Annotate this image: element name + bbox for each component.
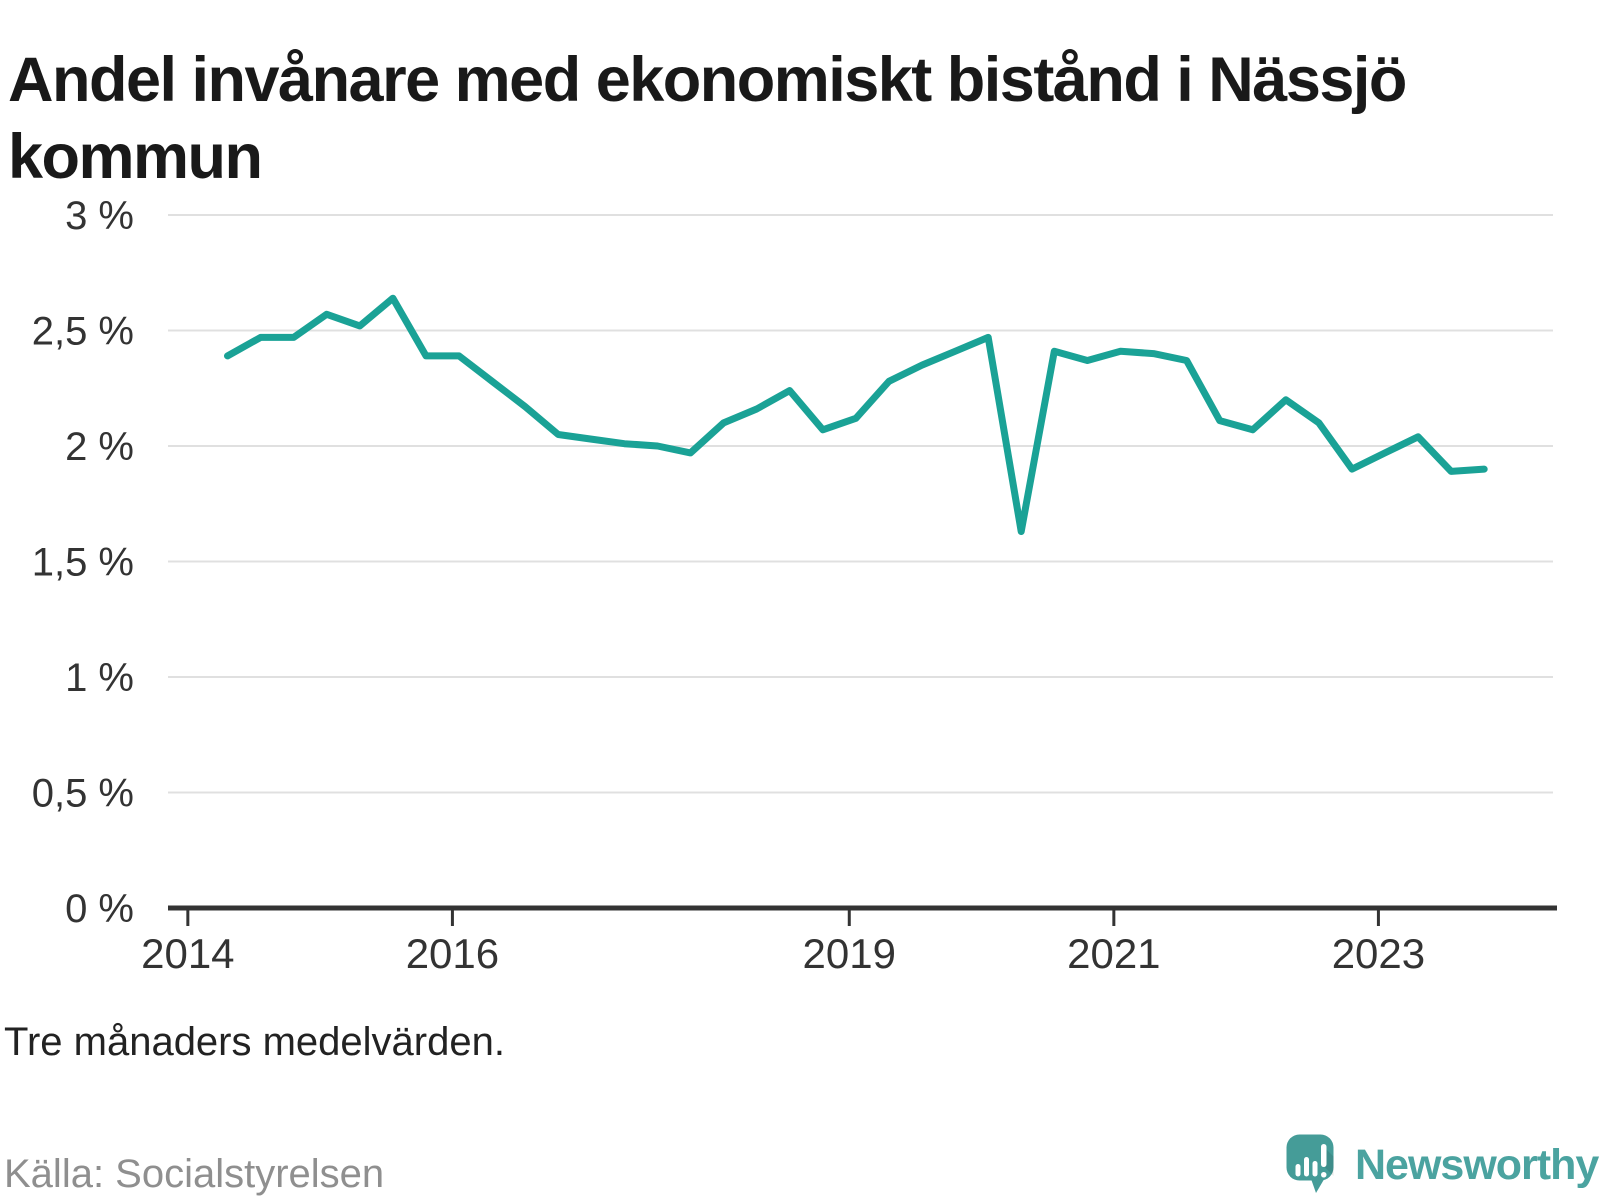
x-tick-label: 2023 xyxy=(1332,930,1425,977)
newsworthy-logo-icon xyxy=(1286,1134,1334,1193)
y-tick-label: 0 % xyxy=(65,887,134,931)
footnote: Tre månaders medelvärden. xyxy=(4,1020,505,1064)
y-tick-label: 2 % xyxy=(65,425,134,469)
x-axis xyxy=(168,905,1557,926)
chart-title: Andel invånare med ekonomiskt bistånd i … xyxy=(8,45,1407,193)
data-line xyxy=(224,294,1488,535)
newsworthy-brand: Newsworthy xyxy=(1286,1134,1599,1196)
y-tick-label: 1 % xyxy=(65,656,134,700)
y-axis-labels: 0 % 0,5 % 1 % 1,5 % 2 % 2,5 % 3 % xyxy=(32,194,134,931)
line-chart: 0 % 0,5 % 1 % 1,5 % 2 % 2,5 % 3 % 2014 2016 2019… xyxy=(32,194,1557,977)
x-tick-label: 2019 xyxy=(803,930,896,977)
x-tick-label: 2016 xyxy=(406,930,499,977)
y-tick-label: 0,5 % xyxy=(32,772,134,816)
y-tick-label: 2,5 % xyxy=(32,310,134,354)
x-axis-labels: 2014 2016 2019 2021 2023 xyxy=(141,930,1425,977)
source-label: Källa: Socialstyrelsen xyxy=(4,1152,385,1196)
y-tick-label: 3 % xyxy=(65,194,134,238)
newsworthy-wordmark: Newsworthy xyxy=(1355,1140,1599,1189)
x-tick-label: 2021 xyxy=(1067,930,1160,977)
gridlines xyxy=(168,214,1553,794)
y-tick-label: 1,5 % xyxy=(32,541,134,585)
x-tick-label: 2014 xyxy=(141,930,234,977)
